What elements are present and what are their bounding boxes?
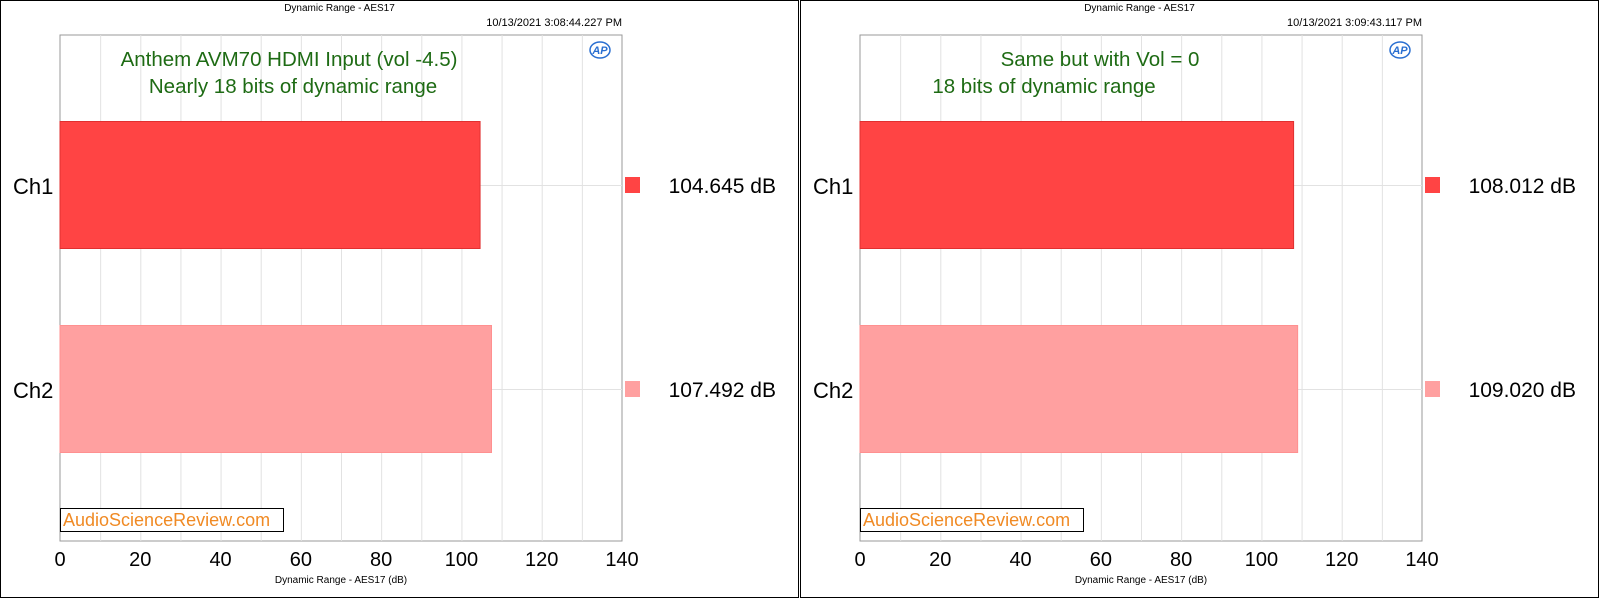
x-tick-label: 120 (525, 549, 558, 571)
legend-swatch (625, 177, 640, 193)
legend-swatch (1425, 177, 1440, 193)
watermark-box (860, 508, 1084, 532)
x-axis-label: Dynamic Range - AES17 (dB) (1075, 575, 1207, 586)
watermark-box (60, 508, 284, 532)
x-tick-label: 0 (54, 549, 65, 571)
x-tick-label: 40 (209, 549, 231, 571)
x-tick-label: 140 (605, 549, 638, 571)
x-tick-label: 60 (290, 549, 312, 571)
chart-panel-right: Dynamic Range - AES17 10/13/2021 3:09:43.… (800, 0, 1599, 598)
watermark: AudioScienceReview.com (63, 510, 270, 530)
chart-title: Dynamic Range - AES17 (284, 3, 395, 14)
x-tick-label: 120 (1325, 549, 1358, 571)
watermark: AudioScienceReview.com (863, 510, 1070, 530)
value-label: 107.492 dB (669, 379, 776, 402)
bar-ch2 (59, 325, 493, 453)
value-label: 108.012 dB (1469, 175, 1576, 198)
x-tick-label: 20 (129, 549, 151, 571)
x-tick-label: 100 (1245, 549, 1278, 571)
chart-title: Dynamic Range - AES17 (1084, 3, 1195, 14)
value-label: 104.645 dB (669, 175, 776, 198)
value-label: 109.020 dB (1469, 379, 1576, 402)
x-tick-label: 80 (370, 549, 392, 571)
legend-swatch (625, 381, 640, 397)
annotation-line-1: Anthem AVM70 HDMI Input (vol -4.5) (121, 48, 458, 71)
x-tick-label: 0 (854, 549, 865, 571)
x-tick-label: 60 (1090, 549, 1112, 571)
legend-swatch (1425, 381, 1440, 397)
x-tick-label: 20 (929, 549, 951, 571)
ap-logo-icon (1389, 41, 1411, 59)
ap-logo-icon (589, 41, 611, 59)
category-label: Ch1 (813, 174, 853, 199)
x-axis-label: Dynamic Range - AES17 (dB) (275, 575, 407, 586)
bar-ch1 (859, 121, 1295, 249)
chart-timestamp: 10/13/2021 3:08:44.227 PM (486, 17, 622, 29)
x-tick-label: 40 (1009, 549, 1031, 571)
category-label: Ch2 (813, 378, 853, 403)
category-label: Ch1 (13, 174, 53, 199)
bar-chart: Dynamic Range - AES17 10/13/2021 3:08:44.… (13, 3, 776, 586)
x-tick-label: 100 (445, 549, 478, 571)
x-tick-label: 80 (1170, 549, 1192, 571)
chart-timestamp: 10/13/2021 3:09:43.117 PM (1287, 17, 1422, 29)
bar-chart: Dynamic Range - AES17 10/13/2021 3:09:43.… (813, 3, 1576, 586)
x-tick-label: 140 (1405, 549, 1438, 571)
annotation-line-1: Same but with Vol = 0 (1001, 48, 1200, 71)
ap-logo-text: AP (591, 45, 608, 57)
annotation-line-2: Nearly 18 bits of dynamic range (149, 75, 437, 98)
category-label: Ch2 (13, 378, 53, 403)
annotation-line-2: 18 bits of dynamic range (932, 75, 1155, 98)
chart-panel-left: Dynamic Range - AES17 10/13/2021 3:08:44.… (0, 0, 799, 598)
bar-ch2 (859, 325, 1299, 453)
ap-logo-text: AP (1391, 45, 1408, 57)
bar-ch1 (59, 121, 481, 249)
